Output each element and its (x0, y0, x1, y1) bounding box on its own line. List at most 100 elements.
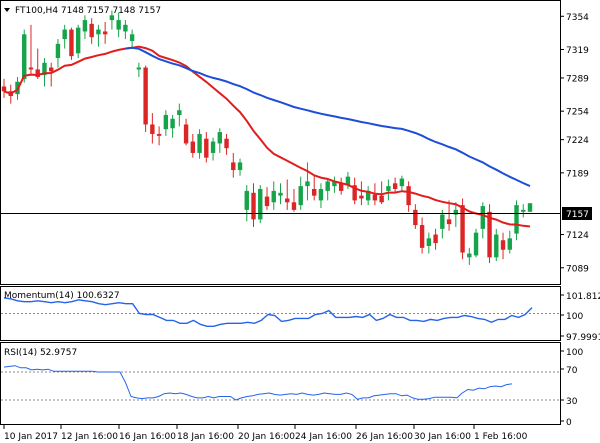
ma-fast-line (3, 45, 531, 228)
momentum-axis: 101.8124 100 97.9991 (560, 292, 600, 343)
candle-body (177, 110, 182, 115)
candle-body (163, 114, 169, 130)
candle-body (102, 31, 108, 35)
rsi-series (1, 365, 560, 401)
candle-body (42, 62, 47, 76)
candle-body (338, 183, 344, 191)
candle-body (345, 176, 351, 186)
time-axis: 10 Jan 2017 12 Jan 16:00 16 Jan 16:00 18… (3, 425, 528, 442)
rsi-tick-30: 30 (566, 397, 578, 407)
candle-body (264, 196, 270, 207)
momentum-tick-low: 97.9991 (566, 333, 600, 343)
price-tick-label: 7319 (566, 46, 589, 56)
current-price-label: 7157 (566, 210, 589, 220)
candle-body (244, 190, 249, 210)
triangle-down-icon[interactable] (4, 8, 10, 12)
candle-body (379, 195, 384, 203)
candle-body (312, 189, 317, 196)
candle-body (453, 209, 459, 215)
candle-body (291, 202, 297, 210)
candle-body (372, 194, 378, 201)
price-tick-label: 7289 (566, 74, 589, 84)
candle-body (75, 27, 81, 54)
candle-body (22, 34, 27, 79)
price-tick-label: 7224 (566, 136, 589, 146)
momentum-series (1, 297, 560, 327)
moving-averages (3, 45, 531, 228)
candle-body (210, 141, 216, 153)
x-label-4: 18 Jan 16:00 (177, 432, 234, 442)
main-price-axis: 7354 7319 7289 7254 7224 7189 7124 7089 (560, 13, 589, 274)
chart-title: FT100,H4 7148 7157 7148 7157 (15, 6, 161, 16)
candle-body (150, 124, 155, 134)
candle-body (514, 205, 519, 234)
x-label-8: 30 Jan 16:00 (414, 432, 471, 442)
candle-body (419, 225, 425, 248)
candle-body (62, 29, 67, 40)
candle-body (89, 23, 94, 38)
candle-body (305, 181, 310, 187)
price-tick-label: 7254 (566, 108, 589, 118)
candle-body (55, 43, 61, 59)
price-tick-label: 7354 (566, 13, 589, 23)
candle-body (521, 209, 526, 212)
candle-body (487, 211, 492, 258)
current-price-box (562, 207, 592, 220)
main-pane[interactable] (0, 0, 561, 285)
x-label-5: 20 Jan 16:00 (238, 432, 295, 442)
candle-body (500, 240, 506, 250)
candle-body (271, 190, 276, 203)
candle-body (527, 203, 533, 212)
x-label-7: 26 Jan 16:00 (356, 432, 413, 442)
candle-body (494, 234, 499, 258)
candle-body (480, 206, 485, 229)
momentum-line (3, 297, 533, 327)
momentum-tick-mid: 100 (566, 312, 583, 322)
candle-body (251, 192, 256, 220)
candle-body (440, 214, 445, 229)
candle-body (237, 162, 243, 171)
price-tick-label: 7089 (566, 264, 589, 274)
candle-body (359, 195, 364, 199)
candle-body (1, 86, 7, 92)
rsi-axis: 100 70 30 0 (560, 348, 583, 428)
candle-body (332, 181, 337, 187)
candle-body (460, 205, 465, 253)
candle-body (399, 178, 405, 187)
x-label-1: 10 Jan 2017 (4, 432, 58, 442)
candle-body (406, 186, 411, 206)
candle-body (365, 190, 371, 201)
momentum-tick-high: 101.8124 (566, 292, 600, 302)
candle-body (82, 20, 88, 32)
candle-body (123, 24, 128, 32)
candle-body (49, 67, 54, 72)
momentum-title: Momentum(14) 100.6327 (4, 291, 120, 301)
rsi-tick-0: 0 (566, 418, 572, 428)
candle-body (204, 138, 209, 158)
candle-body (69, 29, 74, 57)
candle-body (136, 67, 142, 70)
candle-body (507, 238, 512, 250)
candle-body (28, 67, 34, 70)
ma-slow-line (125, 46, 531, 188)
candle-body (231, 162, 236, 171)
candle-body (413, 209, 418, 226)
rsi-pane[interactable] (0, 342, 561, 425)
candle-body (352, 185, 357, 201)
candle-body (467, 253, 472, 258)
x-label-6: 24 Jan 16:00 (295, 432, 352, 442)
candle-body (285, 198, 290, 203)
candle-body (116, 20, 121, 30)
candle-body (109, 15, 115, 21)
candle-body (298, 186, 303, 206)
candle-body (426, 238, 432, 246)
candle-body (473, 232, 479, 256)
candle-body (197, 133, 202, 153)
rsi-title: RSI(14) 52.9757 (4, 348, 77, 358)
candle-body (318, 189, 324, 201)
price-tick-label: 7189 (566, 169, 589, 179)
candlestick-series (1, 10, 533, 265)
rsi-tick-100: 100 (566, 348, 583, 358)
candle-body (183, 124, 189, 144)
